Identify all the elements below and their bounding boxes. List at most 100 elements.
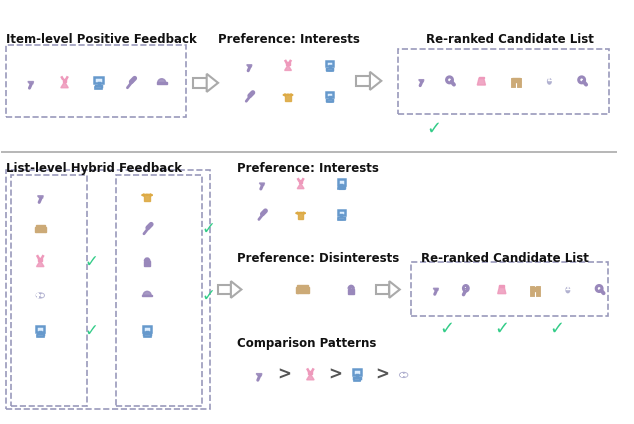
- Bar: [513, 81, 520, 82]
- Bar: [38, 257, 42, 261]
- Polygon shape: [247, 65, 252, 67]
- Ellipse shape: [399, 372, 408, 377]
- Text: ✓: ✓: [550, 320, 565, 338]
- Polygon shape: [37, 261, 44, 267]
- Text: ✓: ✓: [439, 320, 454, 338]
- Polygon shape: [285, 65, 292, 70]
- Polygon shape: [498, 287, 506, 294]
- Polygon shape: [207, 74, 218, 92]
- Bar: [297, 289, 308, 293]
- Polygon shape: [37, 196, 43, 198]
- Bar: [296, 287, 297, 293]
- Text: ✓: ✓: [85, 253, 99, 271]
- Polygon shape: [389, 281, 400, 298]
- Bar: [299, 180, 302, 184]
- Polygon shape: [433, 288, 439, 290]
- Bar: [285, 94, 291, 101]
- Text: >: >: [277, 366, 291, 384]
- Bar: [11, 175, 87, 406]
- Polygon shape: [295, 212, 298, 214]
- Polygon shape: [477, 78, 486, 85]
- Polygon shape: [370, 72, 381, 90]
- Bar: [297, 285, 308, 289]
- Ellipse shape: [36, 293, 44, 298]
- Bar: [338, 210, 345, 215]
- Text: ✓: ✓: [202, 287, 216, 304]
- Bar: [36, 229, 45, 232]
- Bar: [298, 212, 304, 219]
- Wedge shape: [158, 79, 165, 83]
- Bar: [531, 287, 539, 288]
- Bar: [531, 290, 538, 291]
- Bar: [339, 218, 344, 220]
- Bar: [144, 335, 150, 337]
- Polygon shape: [418, 80, 424, 82]
- Polygon shape: [141, 194, 144, 196]
- Circle shape: [41, 294, 43, 296]
- Text: Preference: Interests: Preference: Interests: [218, 33, 360, 46]
- Bar: [36, 326, 44, 332]
- Bar: [398, 49, 609, 114]
- Text: Preference: Interests: Preference: Interests: [238, 162, 379, 176]
- Text: >: >: [375, 366, 389, 384]
- Polygon shape: [283, 94, 285, 96]
- Polygon shape: [297, 183, 304, 189]
- Text: ✓: ✓: [495, 320, 509, 338]
- Bar: [142, 295, 152, 296]
- Bar: [145, 261, 150, 266]
- Ellipse shape: [566, 287, 570, 293]
- Bar: [116, 175, 202, 406]
- Text: Comparison Patterns: Comparison Patterns: [238, 337, 377, 350]
- Bar: [95, 86, 102, 89]
- Bar: [143, 326, 151, 332]
- Bar: [326, 92, 333, 97]
- Ellipse shape: [548, 78, 551, 84]
- Bar: [500, 285, 504, 287]
- Bar: [354, 379, 361, 381]
- Bar: [348, 289, 354, 294]
- Bar: [327, 70, 333, 71]
- Bar: [326, 61, 333, 67]
- Text: Re-ranked Candidate List: Re-ranked Candidate List: [426, 33, 594, 46]
- Text: ✓: ✓: [202, 220, 216, 238]
- Bar: [356, 76, 370, 86]
- Bar: [36, 226, 45, 229]
- Polygon shape: [291, 94, 293, 96]
- Bar: [218, 285, 231, 294]
- Bar: [6, 45, 186, 117]
- Bar: [6, 170, 210, 409]
- Bar: [94, 78, 103, 84]
- Text: >: >: [328, 366, 342, 384]
- Polygon shape: [304, 212, 306, 214]
- Bar: [44, 227, 46, 232]
- Bar: [287, 62, 290, 65]
- Text: List-level Hybrid Feedback: List-level Hybrid Feedback: [6, 162, 182, 176]
- Bar: [193, 78, 207, 88]
- Polygon shape: [259, 183, 264, 185]
- Polygon shape: [28, 81, 34, 84]
- Bar: [353, 369, 361, 376]
- Bar: [309, 371, 313, 374]
- Bar: [37, 335, 44, 337]
- Bar: [338, 179, 345, 185]
- Bar: [339, 187, 344, 190]
- Text: ✓: ✓: [426, 120, 441, 137]
- Text: Preference: Disinterests: Preference: Disinterests: [238, 252, 400, 265]
- Bar: [479, 77, 484, 78]
- Text: Re-ranked Candidate List: Re-ranked Candidate List: [421, 252, 589, 265]
- Bar: [157, 82, 167, 84]
- Bar: [144, 194, 150, 201]
- Polygon shape: [231, 281, 242, 298]
- Circle shape: [404, 374, 406, 376]
- Bar: [307, 287, 309, 293]
- Text: Item-level Positive Feedback: Item-level Positive Feedback: [6, 33, 197, 46]
- Text: ✓: ✓: [85, 322, 99, 340]
- Polygon shape: [150, 194, 153, 196]
- Bar: [327, 100, 333, 102]
- Polygon shape: [256, 374, 262, 376]
- Polygon shape: [61, 82, 68, 88]
- Bar: [377, 285, 389, 294]
- Bar: [512, 78, 521, 80]
- Polygon shape: [307, 374, 314, 380]
- Wedge shape: [143, 291, 151, 296]
